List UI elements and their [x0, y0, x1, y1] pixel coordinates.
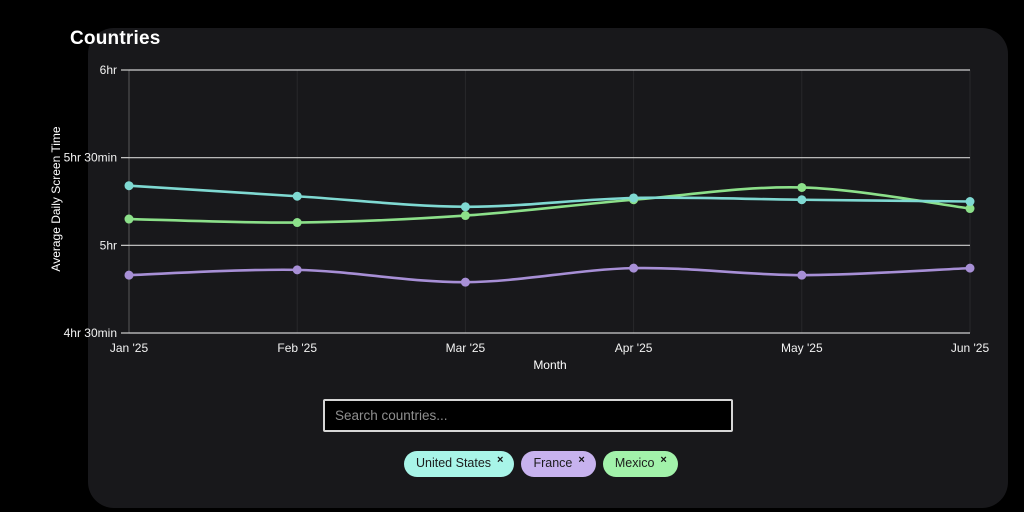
svg-text:Apr '25: Apr '25 — [615, 341, 653, 355]
remove-chip-icon[interactable]: × — [660, 453, 667, 466]
chip-france[interactable]: France × — [521, 451, 596, 477]
chip-label: United States — [416, 456, 492, 470]
svg-text:Mar '25: Mar '25 — [446, 341, 486, 355]
chip-label: France — [533, 456, 573, 470]
svg-text:5hr 30min: 5hr 30min — [64, 151, 117, 165]
svg-text:4hr 30min: 4hr 30min — [64, 326, 117, 340]
chip-united-states[interactable]: United States × — [404, 451, 515, 477]
chip-mexico[interactable]: Mexico × — [602, 451, 678, 477]
remove-chip-icon[interactable]: × — [497, 453, 504, 466]
svg-text:5hr: 5hr — [100, 238, 117, 252]
chip-label: Mexico — [614, 456, 655, 470]
search-countries-input[interactable] — [323, 399, 733, 432]
x-axis-title: Month — [533, 358, 567, 372]
svg-text:Feb '25: Feb '25 — [277, 341, 317, 355]
remove-chip-icon[interactable]: × — [578, 453, 585, 466]
svg-text:Jan '25: Jan '25 — [110, 341, 149, 355]
page-title: Countries — [70, 28, 161, 49]
selected-country-chips: United States × France × Mexico × — [404, 451, 678, 477]
svg-text:May '25: May '25 — [781, 341, 823, 355]
svg-text:Jun '25: Jun '25 — [951, 341, 990, 355]
svg-text:6hr: 6hr — [100, 63, 117, 77]
